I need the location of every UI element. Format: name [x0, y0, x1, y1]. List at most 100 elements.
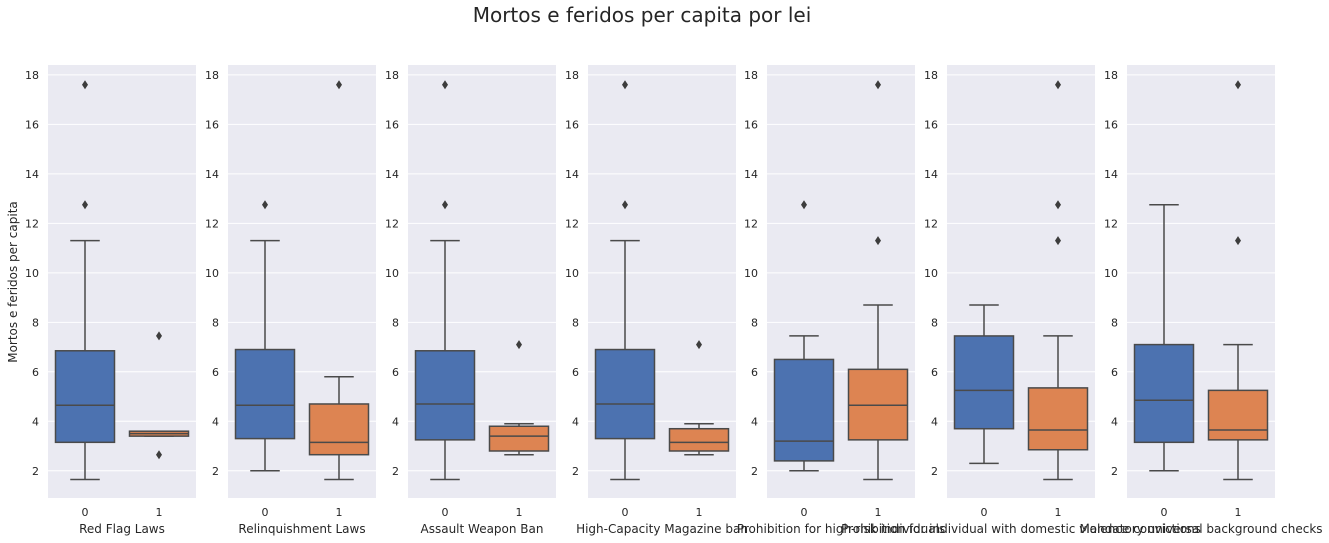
- panel-x-label: Prohibition for individual with domestic…: [841, 522, 1201, 536]
- y-tick-label: 8: [212, 316, 219, 329]
- box-0: [234, 200, 296, 472]
- box-1: [308, 80, 370, 481]
- y-tick-label: 4: [572, 415, 579, 428]
- y-tick-label: 8: [32, 316, 39, 329]
- panel-x-label: High-Capacity Magazine ban: [576, 522, 748, 536]
- iqr-box: [54, 350, 116, 444]
- x-tick-label: 1: [156, 506, 163, 519]
- iqr-box: [668, 427, 730, 452]
- x-tick-label: 0: [82, 506, 89, 519]
- outlier-point: [1235, 236, 1241, 246]
- y-tick-label: 12: [744, 217, 758, 230]
- panel-x-label: Red Flag Laws: [79, 522, 165, 536]
- y-tick-label: 14: [205, 168, 219, 181]
- y-tick-label: 6: [1111, 366, 1118, 379]
- y-tick-label: 4: [1111, 415, 1118, 428]
- outlier-point: [622, 80, 628, 90]
- y-tick-label: 16: [924, 118, 938, 131]
- box-0: [1133, 204, 1195, 472]
- y-axis-label: Mortos e feridos per capita: [6, 201, 20, 363]
- panel-6: 2 4 6 8 10 12 14 16 18 0 1 Prohibition for individu…: [841, 65, 1201, 536]
- y-tick-label: 12: [924, 217, 938, 230]
- y-tick-label: 4: [751, 415, 758, 428]
- y-tick-label: 6: [931, 366, 938, 379]
- y-tick-label: 14: [744, 168, 758, 181]
- y-tick-label: 10: [924, 267, 938, 280]
- outlier-point: [801, 200, 807, 210]
- panel-x-label: Mandatory universal background checks: [1079, 522, 1322, 536]
- x-tick-label: 0: [1161, 506, 1168, 519]
- y-tick-label: 16: [385, 118, 399, 131]
- y-tick-label: 16: [1104, 118, 1118, 131]
- y-tick-label: 18: [565, 69, 579, 82]
- y-tick-label: 18: [385, 69, 399, 82]
- outlier-point: [1055, 80, 1061, 90]
- y-tick-label: 10: [1104, 267, 1118, 280]
- y-tick-label: 16: [25, 118, 39, 131]
- outlier-point: [516, 340, 522, 350]
- iqr-box: [488, 425, 550, 452]
- y-tick-label: 4: [32, 415, 39, 428]
- outlier-point: [875, 236, 881, 246]
- outlier-point: [442, 80, 448, 90]
- y-tick-label: 18: [924, 69, 938, 82]
- x-tick-label: 1: [1055, 506, 1062, 519]
- panel-x-label: Assault Weapon Ban: [421, 522, 544, 536]
- box-1: [1207, 80, 1269, 481]
- y-tick-label: 12: [565, 217, 579, 230]
- panel-1: 2 4 6 8 10 12 14 16 18 0 1 Red Flag Laws: [25, 65, 196, 536]
- y-tick-label: 12: [25, 217, 39, 230]
- iqr-box: [1027, 387, 1089, 451]
- panel-4: 2 4 6 8 10 12 14 16 18 0 1 High-Capacity Magazine b…: [565, 65, 748, 536]
- panel-x-label: Prohibition for high-risk individuals: [737, 522, 945, 536]
- y-tick-label: 10: [25, 267, 39, 280]
- outlier-point: [336, 80, 342, 90]
- x-tick-label: 0: [981, 506, 988, 519]
- box-1: [847, 80, 909, 481]
- y-tick-label: 4: [392, 415, 399, 428]
- iqr-box: [953, 335, 1015, 430]
- x-tick-label: 0: [442, 506, 449, 519]
- y-tick-label: 12: [205, 217, 219, 230]
- x-tick-label: 0: [262, 506, 269, 519]
- y-tick-label: 14: [924, 168, 938, 181]
- figure-title: Mortos e feridos per capita por lei: [473, 3, 812, 27]
- outlier-point: [696, 340, 702, 350]
- y-tick-label: 10: [565, 267, 579, 280]
- x-tick-label: 1: [696, 506, 703, 519]
- y-tick-label: 12: [1104, 217, 1118, 230]
- x-tick-label: 1: [336, 506, 343, 519]
- y-tick-label: 18: [744, 69, 758, 82]
- outlier-point: [622, 200, 628, 210]
- x-tick-label: 0: [801, 506, 808, 519]
- y-tick-label: 14: [385, 168, 399, 181]
- y-tick-label: 6: [572, 366, 579, 379]
- outlier-point: [442, 200, 448, 210]
- iqr-box: [594, 348, 656, 440]
- y-tick-label: 8: [572, 316, 579, 329]
- panel-2: 2 4 6 8 10 12 14 16 18 0 1 Relinquishment Laws: [205, 65, 376, 536]
- outlier-point: [1235, 80, 1241, 90]
- y-tick-label: 16: [565, 118, 579, 131]
- x-tick-label: 0: [622, 506, 629, 519]
- y-tick-label: 18: [1104, 69, 1118, 82]
- outlier-point: [82, 200, 88, 210]
- box-1: [488, 340, 550, 456]
- iqr-box: [414, 350, 476, 441]
- box-0: [594, 80, 656, 481]
- outlier-point: [156, 331, 162, 341]
- y-tick-label: 2: [751, 465, 758, 478]
- y-tick-label: 10: [744, 267, 758, 280]
- y-tick-label: 2: [32, 465, 39, 478]
- y-tick-label: 8: [931, 316, 938, 329]
- panel-x-label: Relinquishment Laws: [238, 522, 365, 536]
- y-tick-label: 6: [392, 366, 399, 379]
- iqr-box: [308, 403, 370, 456]
- panel-3: 2 4 6 8 10 12 14 16 18 0 1 Assault Weapon Ban: [385, 65, 556, 536]
- y-tick-label: 2: [931, 465, 938, 478]
- iqr-box: [773, 358, 835, 462]
- y-tick-label: 8: [392, 316, 399, 329]
- box-0: [414, 80, 476, 481]
- y-tick-label: 10: [385, 267, 399, 280]
- y-tick-label: 12: [385, 217, 399, 230]
